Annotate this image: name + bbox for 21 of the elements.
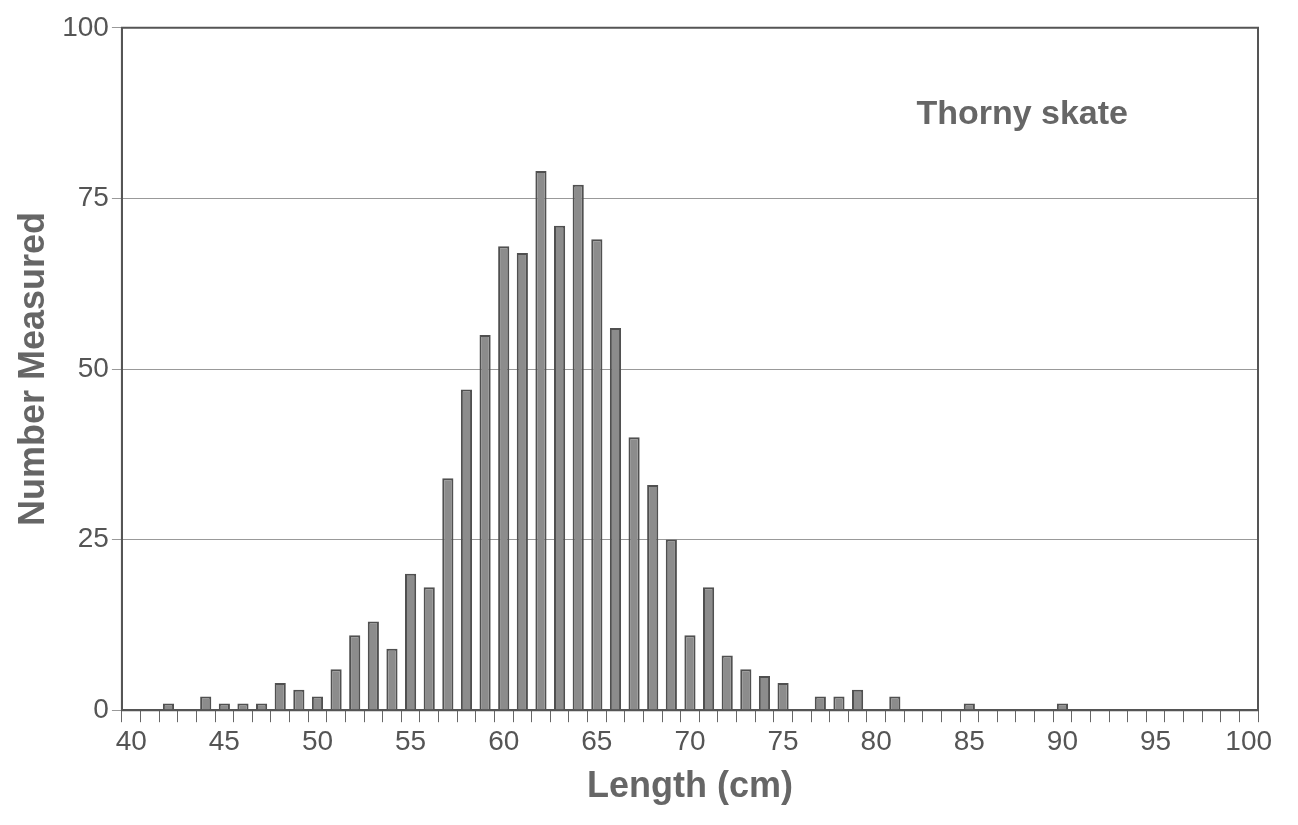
y-axis-title: Number Measured bbox=[10, 211, 52, 527]
x-tick-label: 50 bbox=[301, 724, 334, 756]
x-tick-label: 65 bbox=[581, 724, 613, 756]
x-tick-label: 60 bbox=[488, 724, 520, 756]
annotation: Thorny skate bbox=[916, 93, 1128, 132]
y-tick-label: 75 bbox=[77, 181, 109, 213]
y-tick-label: 0 bbox=[93, 692, 109, 724]
x-tick-label: 75 bbox=[767, 724, 799, 756]
x-tick-label: 70 bbox=[674, 724, 706, 756]
y-tick-label: 100 bbox=[62, 10, 109, 42]
x-tick-label: 85 bbox=[953, 724, 985, 756]
x-axis-title: Length (cm) bbox=[586, 764, 793, 806]
x-tick-label: 90 bbox=[1046, 724, 1079, 756]
x-tick-label: 100 bbox=[1225, 724, 1273, 756]
y-tick-label: 50 bbox=[77, 351, 109, 383]
x-tick-label: 45 bbox=[208, 724, 240, 756]
x-tick-label: 55 bbox=[395, 724, 427, 756]
x-tick-label: 80 bbox=[860, 724, 892, 756]
x-tick-label: 95 bbox=[1139, 724, 1172, 756]
y-tick-label: 25 bbox=[77, 522, 109, 554]
x-tick-label: 40 bbox=[115, 724, 147, 756]
